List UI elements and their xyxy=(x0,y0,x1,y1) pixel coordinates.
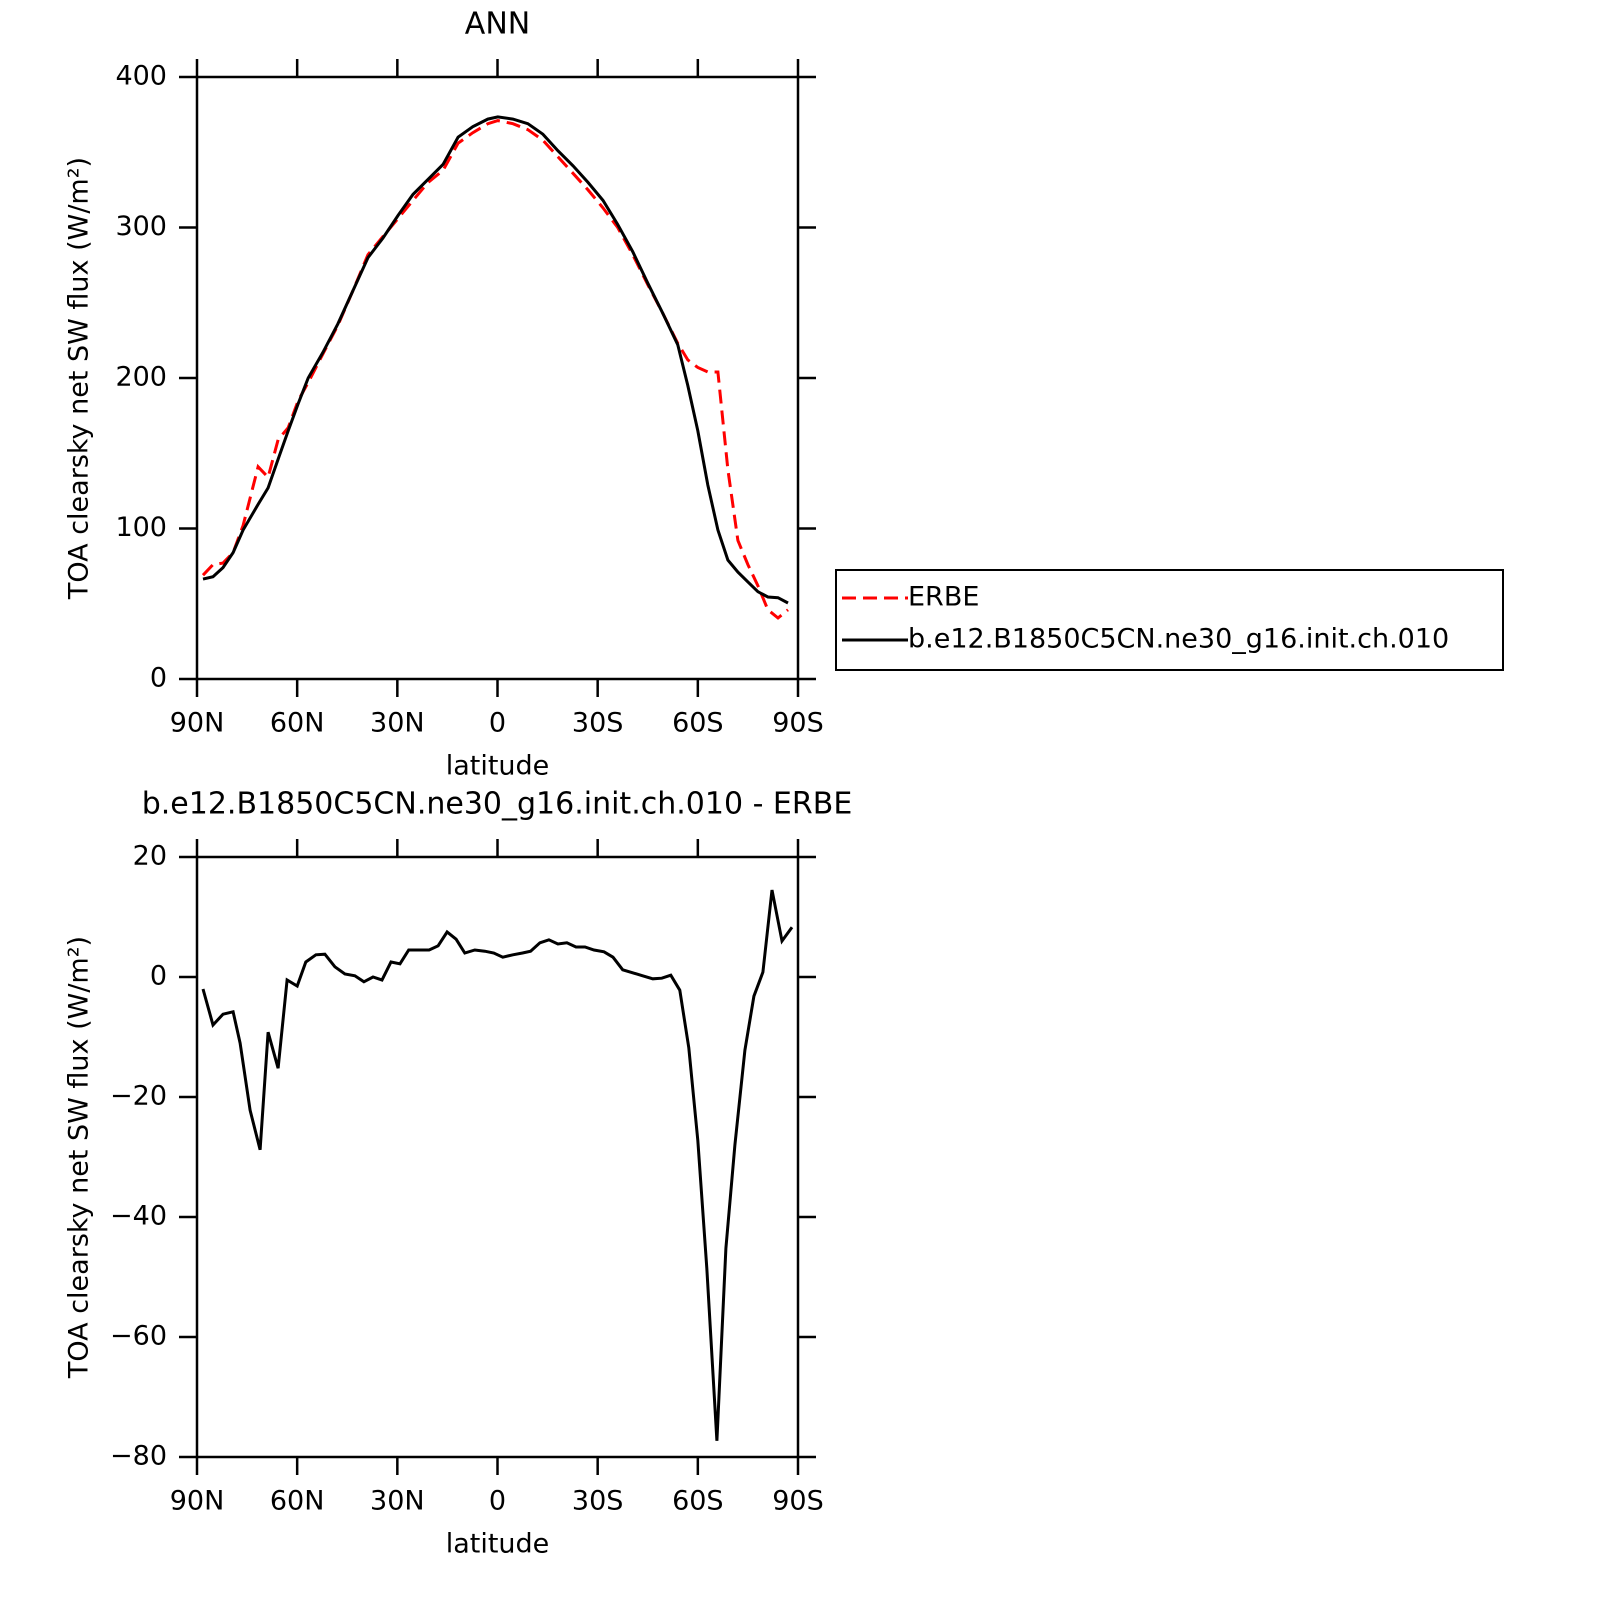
y-tick-label: 0 xyxy=(150,663,167,694)
y-tick-label: 20 xyxy=(133,841,167,872)
x-tick-label: 90S xyxy=(772,1486,824,1517)
x-tick-label: 30S xyxy=(572,708,624,739)
x-tick-label: 60S xyxy=(672,708,724,739)
y-tick-label: 300 xyxy=(115,211,167,242)
plot-frame xyxy=(195,855,800,1459)
x-tick-label: 90N xyxy=(170,1486,225,1517)
legend-label: b.e12.B1850C5CN.ne30_g16.init.ch.010 xyxy=(908,624,1449,655)
x-tick-label: 0 xyxy=(489,1486,506,1517)
y-axis-label: TOA clearsky net SW flux (W/m²) xyxy=(64,157,95,600)
x-axis-label: latitude xyxy=(446,1529,550,1560)
chart-title: b.e12.B1850C5CN.ne30_g16.init.ch.010 - E… xyxy=(142,787,853,822)
legend-label: ERBE xyxy=(908,582,979,613)
x-tick-label: 30N xyxy=(370,708,425,739)
data-line xyxy=(201,889,794,1441)
y-tick-label: −40 xyxy=(110,1201,167,1232)
x-tick-label: 90S xyxy=(772,708,824,739)
y-tick-label: −80 xyxy=(110,1441,167,1472)
y-tick-label: 400 xyxy=(115,61,167,92)
plot-frame xyxy=(195,75,800,681)
x-tick-label: 30S xyxy=(572,1486,624,1517)
y-tick-label: −20 xyxy=(110,1081,167,1112)
chart-title: ANN xyxy=(465,7,530,42)
y-tick-label: −60 xyxy=(110,1321,167,1352)
y-tick-label: 200 xyxy=(115,362,167,393)
y-axis-label: TOA clearsky net SW flux (W/m²) xyxy=(64,936,95,1379)
y-tick-label: 100 xyxy=(115,512,167,543)
x-tick-label: 90N xyxy=(170,708,225,739)
x-tick-label: 60S xyxy=(672,1486,724,1517)
y-tick-label: 0 xyxy=(150,961,167,992)
x-axis-label: latitude xyxy=(446,751,550,782)
data-line xyxy=(202,115,789,605)
x-tick-label: 0 xyxy=(489,708,506,739)
data-line xyxy=(201,119,789,620)
x-tick-label: 60N xyxy=(270,1486,325,1517)
x-tick-label: 30N xyxy=(370,1486,425,1517)
legend-box xyxy=(835,569,1504,671)
x-tick-label: 60N xyxy=(270,708,325,739)
